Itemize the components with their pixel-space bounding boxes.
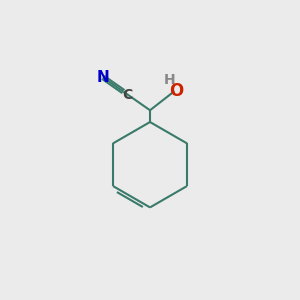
Text: O: O: [169, 82, 183, 100]
Text: C: C: [122, 88, 132, 102]
Text: H: H: [163, 73, 175, 87]
Text: N: N: [97, 70, 109, 85]
